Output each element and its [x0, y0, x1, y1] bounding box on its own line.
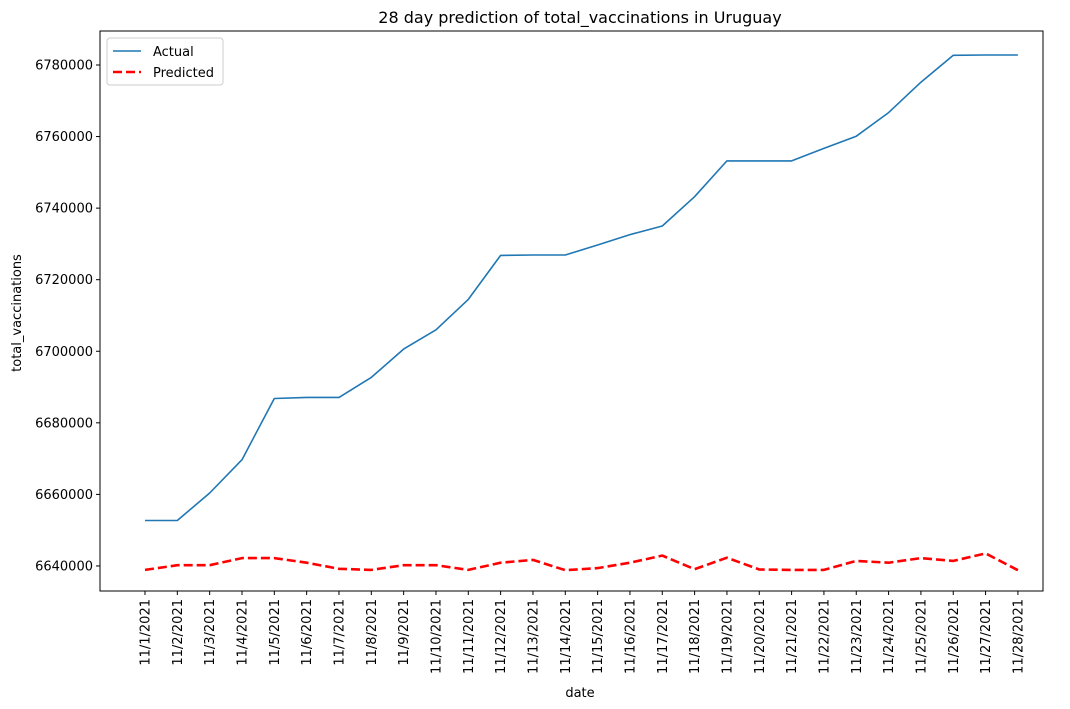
legend-label-actual: Actual	[153, 45, 194, 60]
x-tick-label: 11/2/2021	[171, 599, 186, 666]
x-tick-label: 11/19/2021	[720, 599, 735, 674]
x-tick-label: 11/22/2021	[817, 599, 832, 674]
x-tick-label: 11/20/2021	[753, 599, 768, 674]
x-tick-label: 11/5/2021	[268, 599, 283, 666]
y-tick-label: 6660000	[35, 488, 93, 503]
x-tick-label: 11/10/2021	[429, 599, 444, 674]
x-tick-label: 11/26/2021	[947, 599, 962, 674]
y-tick-label: 6720000	[35, 273, 93, 288]
series-line-actual	[145, 54, 1018, 522]
x-tick-label: 11/9/2021	[397, 599, 412, 666]
x-tick-label: 11/7/2021	[332, 599, 347, 666]
x-tick-label: 11/28/2021	[1011, 599, 1026, 674]
chart-title: 28 day prediction of total_vaccinations …	[378, 8, 781, 28]
x-tick-label: 11/1/2021	[139, 599, 154, 666]
y-tick-label: 6740000	[35, 202, 93, 217]
x-tick-label: 11/4/2021	[235, 599, 250, 666]
y-tick-label: 6760000	[35, 130, 93, 145]
plot-frame	[99, 30, 1044, 592]
y-tick-label: 6680000	[35, 416, 93, 431]
x-tick-label: 11/17/2021	[656, 599, 671, 674]
x-tick-label: 11/27/2021	[979, 599, 994, 674]
x-tick-label: 11/15/2021	[591, 599, 606, 674]
x-tick-label: 11/23/2021	[850, 599, 865, 674]
x-tick-label: 11/8/2021	[365, 599, 380, 666]
series-line-predicted	[144, 552, 1019, 572]
x-tick-label: 11/14/2021	[559, 599, 574, 674]
y-tick-label: 6780000	[35, 58, 93, 73]
x-tick-label: 11/13/2021	[526, 599, 541, 674]
x-axis-label: date	[565, 686, 594, 701]
x-tick-label: 11/25/2021	[914, 599, 929, 674]
legend-label-predicted: Predicted	[153, 66, 214, 81]
x-tick-label: 11/3/2021	[203, 599, 218, 666]
x-tick-label: 11/16/2021	[623, 599, 638, 674]
x-tick-label: 11/6/2021	[300, 599, 315, 666]
x-tick-label: 11/24/2021	[882, 599, 897, 674]
legend-box	[106, 37, 224, 86]
x-tick-label: 11/12/2021	[494, 599, 509, 674]
y-tick-label: 6640000	[35, 559, 93, 574]
y-tick-label: 6700000	[35, 345, 93, 360]
x-tick-label: 11/18/2021	[688, 599, 703, 674]
x-tick-label: 11/21/2021	[785, 599, 800, 674]
x-tick-label: 11/11/2021	[462, 599, 477, 674]
plot-area: 6640000 6660000 6680000 6700000 6720000 67400…	[35, 30, 1044, 674]
y-axis-label: total_vaccinations	[10, 254, 25, 372]
